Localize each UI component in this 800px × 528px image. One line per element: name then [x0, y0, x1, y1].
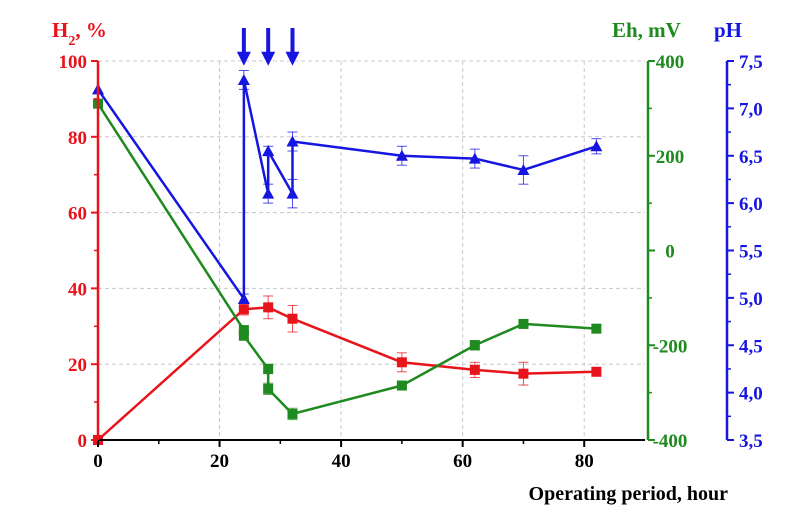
h2-tick-label: 60: [68, 204, 87, 225]
ph-tick-label: 3,5: [739, 431, 763, 452]
eh-tick-label: 400: [656, 52, 685, 73]
eh-tick-label: 200: [656, 147, 685, 168]
arrow-head: [236, 51, 251, 66]
eh-point: [238, 330, 249, 341]
arrow-annotation: [236, 28, 251, 66]
eh-tick-label: 0: [665, 242, 675, 263]
h2-point: [518, 368, 529, 379]
ph-series: [92, 69, 603, 305]
arrow-annotation: [261, 28, 276, 66]
arrow-head: [285, 51, 300, 66]
eh-point: [287, 408, 298, 419]
ph-point: [262, 145, 275, 157]
ph-point: [237, 73, 250, 85]
h2-point: [591, 366, 602, 377]
h2-series: [93, 295, 602, 445]
eh-point: [469, 340, 480, 351]
h2-axis-title-sub: 2: [68, 34, 75, 49]
h2-point: [469, 364, 480, 375]
ph-axis-title: pH: [714, 18, 742, 42]
eh-point: [591, 323, 602, 334]
plot-area: [92, 28, 603, 445]
eh-point: [238, 325, 249, 336]
eh-point: [263, 363, 274, 374]
h2-point: [238, 304, 249, 315]
ph-tick-label: 7,5: [739, 52, 763, 73]
h2-point: [263, 302, 274, 313]
eh-point: [518, 318, 529, 329]
ph-tick-label: 6,0: [739, 194, 763, 215]
ph-point: [590, 140, 603, 152]
ph-tick-label: 4,5: [739, 336, 763, 357]
axes: 0 20 40 60 80 0 20 40 60 80 100 -400 -200 0 200 400 3,5 4…: [59, 52, 763, 472]
x-tick-label: 80: [575, 451, 594, 472]
ph-point: [286, 135, 299, 147]
ph-tick-label: 5,0: [739, 289, 763, 310]
arrow-head: [261, 51, 276, 66]
x-tick-label: 0: [93, 451, 103, 472]
h2-tick-label: 0: [78, 431, 88, 452]
ph-tick-label: 5,5: [739, 242, 763, 263]
x-tick-label: 40: [332, 451, 351, 472]
ph-tick-label: 7,0: [739, 99, 763, 120]
ph-point: [262, 187, 275, 199]
ph-series-line: [96, 78, 597, 301]
x-tick-label: 60: [453, 451, 472, 472]
h2-tick-label: 20: [68, 355, 87, 376]
eh-point: [263, 383, 274, 394]
ph-point: [237, 292, 250, 304]
ph-point: [468, 152, 481, 164]
ph-point: [517, 163, 530, 175]
ph-point: [286, 187, 299, 199]
h2-tick-label: 80: [68, 128, 87, 149]
ph-tick-label: 6,5: [739, 147, 763, 168]
h2-tick-label: 100: [59, 52, 88, 73]
eh-tick-label: -200: [653, 336, 688, 357]
h2-tick-label: 40: [68, 279, 87, 300]
x-tick-label: 20: [210, 451, 229, 472]
h2-axis-title-rest: , %: [75, 18, 107, 42]
h2-point: [287, 313, 298, 324]
grid: [98, 60, 645, 440]
ph-tick-label: 4,0: [739, 384, 763, 405]
eh-tick-label: -400: [653, 431, 688, 452]
eh-series-line: [96, 102, 597, 416]
arrow-annotation: [285, 28, 300, 66]
h2-axis-title-main: H: [52, 18, 68, 42]
ph-point: [395, 149, 408, 161]
h2-point: [396, 357, 407, 368]
h2-axis-title: H2, %: [52, 18, 107, 49]
eh-point: [396, 380, 407, 391]
eh-axis-title: Eh, mV: [612, 18, 681, 42]
x-axis-title: Operating period, hour: [529, 483, 729, 505]
